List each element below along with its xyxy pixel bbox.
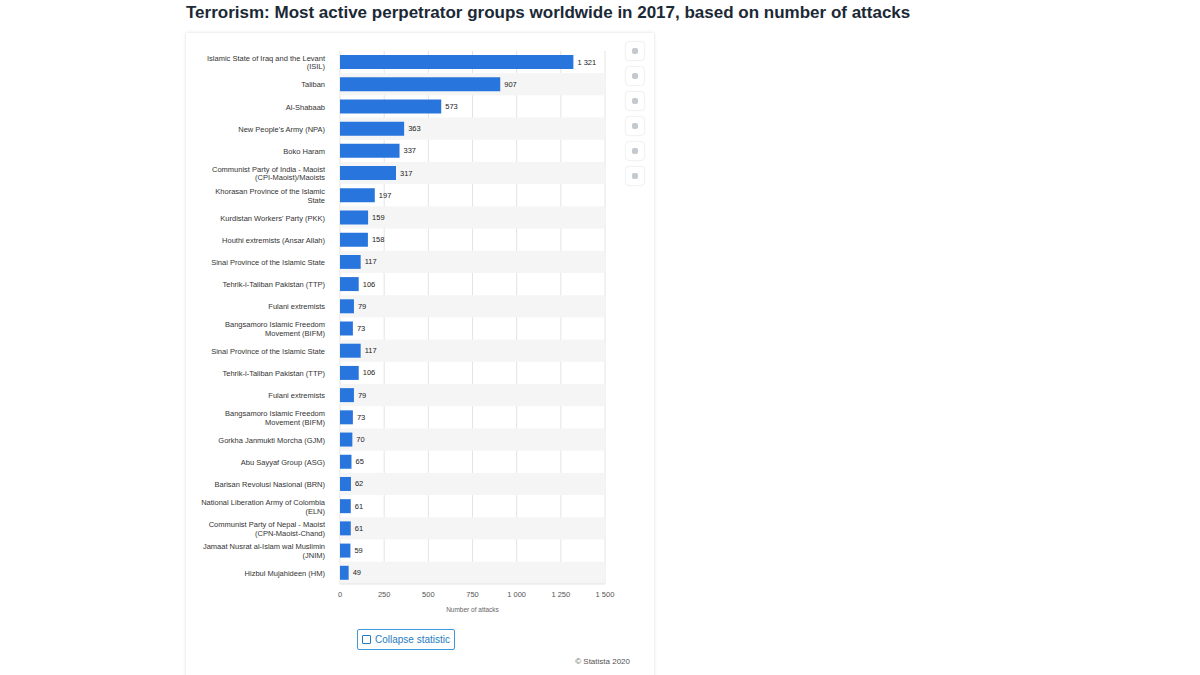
svg-text:Fulani extremists: Fulani extremists	[268, 302, 325, 311]
svg-text:Communist Party of Nepal - Mao: Communist Party of Nepal - Maoist(CPN-Ma…	[209, 520, 326, 538]
svg-text:Hizbul Mujahideen (HM): Hizbul Mujahideen (HM)	[245, 568, 326, 577]
svg-text:Gorkha Janmukti Morcha (GJM): Gorkha Janmukti Morcha (GJM)	[218, 435, 325, 444]
html-text:© Statista 2020: © Statista 2020	[575, 657, 630, 666]
svg-text:573: 573	[445, 102, 458, 111]
svg-text:Barisan Revolusi Nasional (BRN: Barisan Revolusi Nasional (BRN)	[215, 480, 326, 489]
svg-text:Tehrik-i-Taliban Pakistan (TTP: Tehrik-i-Taliban Pakistan (TTP)	[222, 369, 325, 378]
svg-text:Fulani extremists: Fulani extremists	[268, 391, 325, 400]
svg-text:158: 158	[372, 235, 385, 244]
svg-text:Tehrik-i-Taliban Pakistan (TTP: Tehrik-i-Taliban Pakistan (TTP)	[222, 280, 325, 289]
svg-text:Sinai Province of the Islamic: Sinai Province of the Islamic State	[211, 346, 325, 355]
svg-text:Jamaat Nusrat al-Islam wal Mus: Jamaat Nusrat al-Islam wal Muslimin(JNIM…	[203, 542, 326, 560]
svg-text:Islamic State of Iraq and the: Islamic State of Iraq and the Levant(ISI…	[207, 53, 326, 71]
svg-text:Bangsamoro Islamic FreedomMove: Bangsamoro Islamic FreedomMovement (BIFM…	[225, 409, 326, 427]
svg-text:New People's Army (NPA): New People's Army (NPA)	[238, 124, 325, 133]
svg-text:0: 0	[338, 590, 342, 599]
svg-text:197: 197	[379, 191, 392, 200]
svg-text:49: 49	[353, 568, 361, 577]
svg-text:Taliban: Taliban	[301, 80, 325, 89]
svg-text:750: 750	[466, 590, 479, 599]
svg-text:National Liberation Army of Co: National Liberation Army of Colombia(ELN…	[201, 498, 326, 516]
svg-text:70: 70	[356, 435, 364, 444]
svg-text:Bangsamoro Islamic FreedomMove: Bangsamoro Islamic FreedomMovement (BIFM…	[225, 320, 326, 338]
svg-text:250: 250	[378, 590, 391, 599]
svg-text:337: 337	[404, 146, 417, 155]
svg-text:117: 117	[365, 346, 377, 355]
svg-text:Number of attacks: Number of attacks	[446, 606, 499, 613]
svg-text:159: 159	[372, 213, 385, 222]
svg-text:317: 317	[400, 169, 413, 178]
svg-text:79: 79	[358, 302, 366, 311]
svg-text:73: 73	[357, 324, 365, 333]
svg-text:1 000: 1 000	[507, 590, 526, 599]
svg-text:73: 73	[357, 413, 365, 422]
svg-text:1 500: 1 500	[596, 590, 615, 599]
svg-text:Sinai Province of the Islamic: Sinai Province of the Islamic State	[211, 257, 325, 266]
svg-text:117: 117	[365, 257, 377, 266]
svg-text:1 321: 1 321	[577, 58, 596, 67]
svg-text:Houthi extremists (Ansar Allah: Houthi extremists (Ansar Allah)	[222, 235, 325, 244]
svg-text:65: 65	[355, 457, 363, 466]
svg-text:907: 907	[504, 80, 517, 89]
svg-text:Communist Party of India - Mao: Communist Party of India - Maoist(CPI-Ma…	[212, 164, 326, 181]
svg-text:106: 106	[363, 280, 376, 289]
svg-text:Al-Shabaab: Al-Shabaab	[286, 102, 325, 111]
svg-text:62: 62	[355, 479, 363, 488]
svg-text:106: 106	[363, 368, 376, 377]
html-text:Collapse statistic: Collapse statistic	[375, 634, 450, 645]
svg-text:Khorasan Province of the Islam: Khorasan Province of the IslamicState	[215, 187, 325, 205]
svg-text:Boko Haram: Boko Haram	[283, 146, 325, 155]
svg-text:500: 500	[422, 590, 435, 599]
svg-text:363: 363	[408, 124, 421, 133]
svg-text:61: 61	[355, 502, 363, 511]
svg-text:59: 59	[354, 546, 362, 555]
svg-text:1 250: 1 250	[551, 590, 570, 599]
html-text:Terrorism: Most active perpetr: Terrorism: Most active perpetrator group…	[186, 3, 911, 22]
svg-text:Abu Sayyaf Group (ASG): Abu Sayyaf Group (ASG)	[241, 457, 326, 466]
svg-text:Kurdistan Workers' Party (PKK): Kurdistan Workers' Party (PKK)	[220, 213, 325, 222]
svg-text:79: 79	[358, 391, 366, 400]
svg-text:61: 61	[355, 524, 363, 533]
